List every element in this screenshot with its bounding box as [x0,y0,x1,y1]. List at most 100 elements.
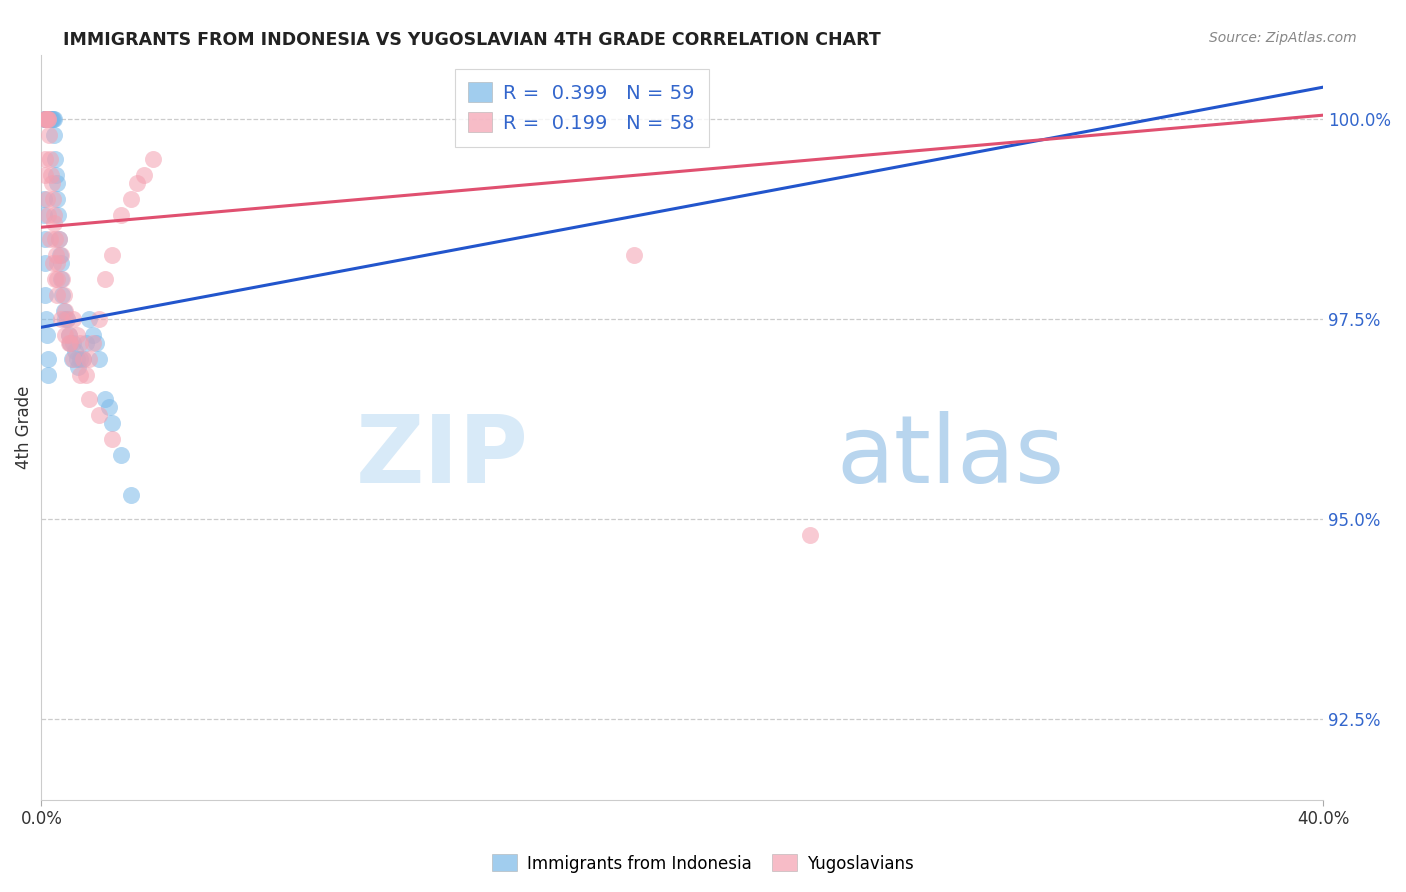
Point [62,312,84,326]
Point [60,352,83,367]
Point [34,112,56,127]
Y-axis label: 4th Grade: 4th Grade [15,385,32,469]
Point [37,112,59,127]
Point [58,328,80,343]
Text: IMMIGRANTS FROM INDONESIA VS YUGOSLAVIAN 4TH GRADE CORRELATION CHART: IMMIGRANTS FROM INDONESIA VS YUGOSLAVIAN… [63,31,882,49]
Point [32,192,55,206]
Point [37,112,59,127]
Point [37,112,59,127]
Point [62,352,84,367]
Point [45,176,67,190]
Point [84,336,107,351]
Point [39,168,62,182]
Point [35,312,58,326]
Point [35,112,58,127]
Point [79,352,101,367]
Point [52,304,75,318]
Point [59,336,82,351]
Point [62,336,84,351]
Point [59,336,82,351]
Point [34,256,56,270]
Point [67,360,90,375]
Point [58,328,80,343]
Point [41,192,63,206]
Point [41,112,63,127]
Point [75,336,97,351]
Point [32,208,55,222]
Point [72,352,94,367]
Point [38,128,60,143]
Point [35,112,58,127]
Point [53,328,76,343]
Point [87,352,110,367]
Point [69,336,91,351]
Point [94,272,117,286]
Point [69,368,91,383]
Point [44,272,66,286]
Text: ZIP: ZIP [356,411,529,503]
Point [34,168,56,182]
Point [44,128,66,143]
Point [49,312,72,326]
Point [56,312,79,326]
Point [53,304,76,318]
Point [46,208,69,222]
Point [110,208,132,222]
Point [65,328,87,343]
Point [34,112,56,127]
Point [101,433,124,447]
Point [49,248,72,262]
Point [79,312,101,326]
Point [41,112,63,127]
Point [87,312,110,326]
Point [49,256,72,270]
Point [101,248,124,262]
Point [51,272,73,286]
Point [82,328,104,343]
Point [132,168,155,182]
Point [65,352,87,367]
Point [34,112,56,127]
Point [44,232,66,246]
Point [51,272,73,286]
Point [37,112,59,127]
Point [48,232,70,246]
Point [46,288,69,302]
Point [39,112,62,127]
Point [101,417,124,431]
Point [39,152,62,166]
Point [39,232,62,246]
Point [45,256,67,270]
Point [87,409,110,423]
Point [142,152,165,166]
Point [34,232,56,246]
Point [79,392,101,407]
Point [120,192,142,206]
Point [38,112,60,127]
Point [46,192,69,206]
Point [127,176,149,190]
Point [35,112,58,127]
Point [42,208,65,222]
Point [72,352,94,367]
Point [34,112,56,127]
Point [94,392,117,407]
Point [34,152,56,166]
Point [110,448,132,462]
Point [799,528,821,542]
Point [37,352,59,367]
Point [37,112,59,127]
Point [52,288,75,302]
Text: Source: ZipAtlas.com: Source: ZipAtlas.com [1209,31,1357,45]
Point [41,256,63,270]
Point [623,248,645,262]
Point [58,336,80,351]
Point [53,312,76,326]
Point [82,336,104,351]
Point [37,112,59,127]
Text: atlas: atlas [837,411,1064,503]
Point [35,192,58,206]
Legend: R =  0.399   N = 59, R =  0.199   N = 58: R = 0.399 N = 59, R = 0.199 N = 58 [454,69,709,146]
Point [97,401,120,415]
Point [45,168,67,182]
